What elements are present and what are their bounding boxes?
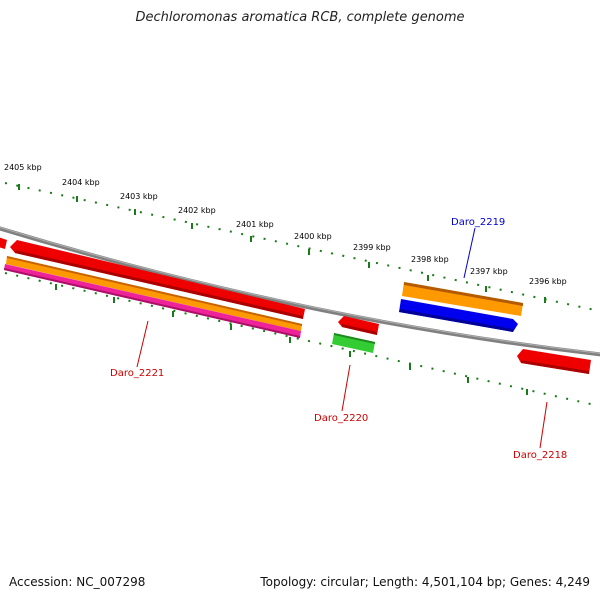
ruler-tick-label: 2396 kbp [529,277,567,286]
chromosome-backbone [0,226,600,357]
ruler-tick-label: 2402 kbp [178,206,216,215]
genome-summary-text: Topology: circular; Length: 4,501,104 bp… [260,575,590,589]
feature-daro-2219-gene[interactable] [402,282,523,316]
feature-daro-2220-cds-shade [342,324,377,335]
feature-daro-2219-rrna[interactable] [399,299,518,332]
feature-daro-2221-gene-shade [7,256,302,326]
ruler-upper: 2405 kbp 2404 kbp 2403 kbp 2402 kbp 2401… [4,163,596,311]
ruler-tick-label: 2399 kbp [353,243,391,252]
ruler-tick-label: 2400 kbp [294,232,332,241]
gene-daro-2218-features[interactable] [517,349,591,374]
gene-daro-2220-features[interactable] [332,316,379,353]
label-leader-daro-2218 [539,401,548,449]
gene-daro-2221-features[interactable] [0,236,305,338]
ruler-lower [4,272,596,406]
chromosome-backbone-highlight [0,226,600,354]
label-leader-daro-2219 [463,227,476,279]
feature-daro-2218-cds[interactable] [517,349,591,374]
ruler-minor-dots [4,272,596,406]
feature-daro-2220-trna[interactable] [332,333,375,353]
feature-daro-2219-rrna-shade [399,309,513,332]
ruler-tick-label: 2401 kbp [236,220,274,229]
feature-daro-2221-misc-shade [4,268,300,338]
map-title: Dechloromonas aromatica RCB, complete ge… [135,10,465,25]
ruler-tick-label: 2404 kbp [62,178,100,187]
gene-label-daro-2219[interactable]: Daro_2219 [451,217,505,228]
feature-daro-2218-cds-shade [521,360,589,374]
accession-text: Accession: NC_007298 [9,575,146,589]
gene-daro-2219-features[interactable] [399,282,523,332]
gene-label-daro-2220[interactable]: Daro_2220 [314,413,368,424]
label-leader-daro-2221 [136,320,149,368]
ruler-tick-label: 2403 kbp [120,192,158,201]
ruler-minor-dots [4,182,596,311]
ruler-tick-label: 2405 kbp [4,163,42,172]
feature-daro-2221-cds-shade [15,250,303,319]
label-leader-daro-2220 [341,364,351,412]
ruler-tick-label: 2397 kbp [470,267,508,276]
gene-label-daro-2218[interactable]: Daro_2218 [513,450,567,461]
ruler-tick-label: 2398 kbp [411,255,449,264]
feature-daro-2220-trna-shade [334,333,375,344]
feature-daro-2221-cds[interactable] [10,240,305,319]
feature-daro-2219-gene-shade [404,282,523,306]
gene-label-daro-2221[interactable]: Daro_2221 [110,368,164,379]
feature-left-edge-cds[interactable] [0,236,7,249]
